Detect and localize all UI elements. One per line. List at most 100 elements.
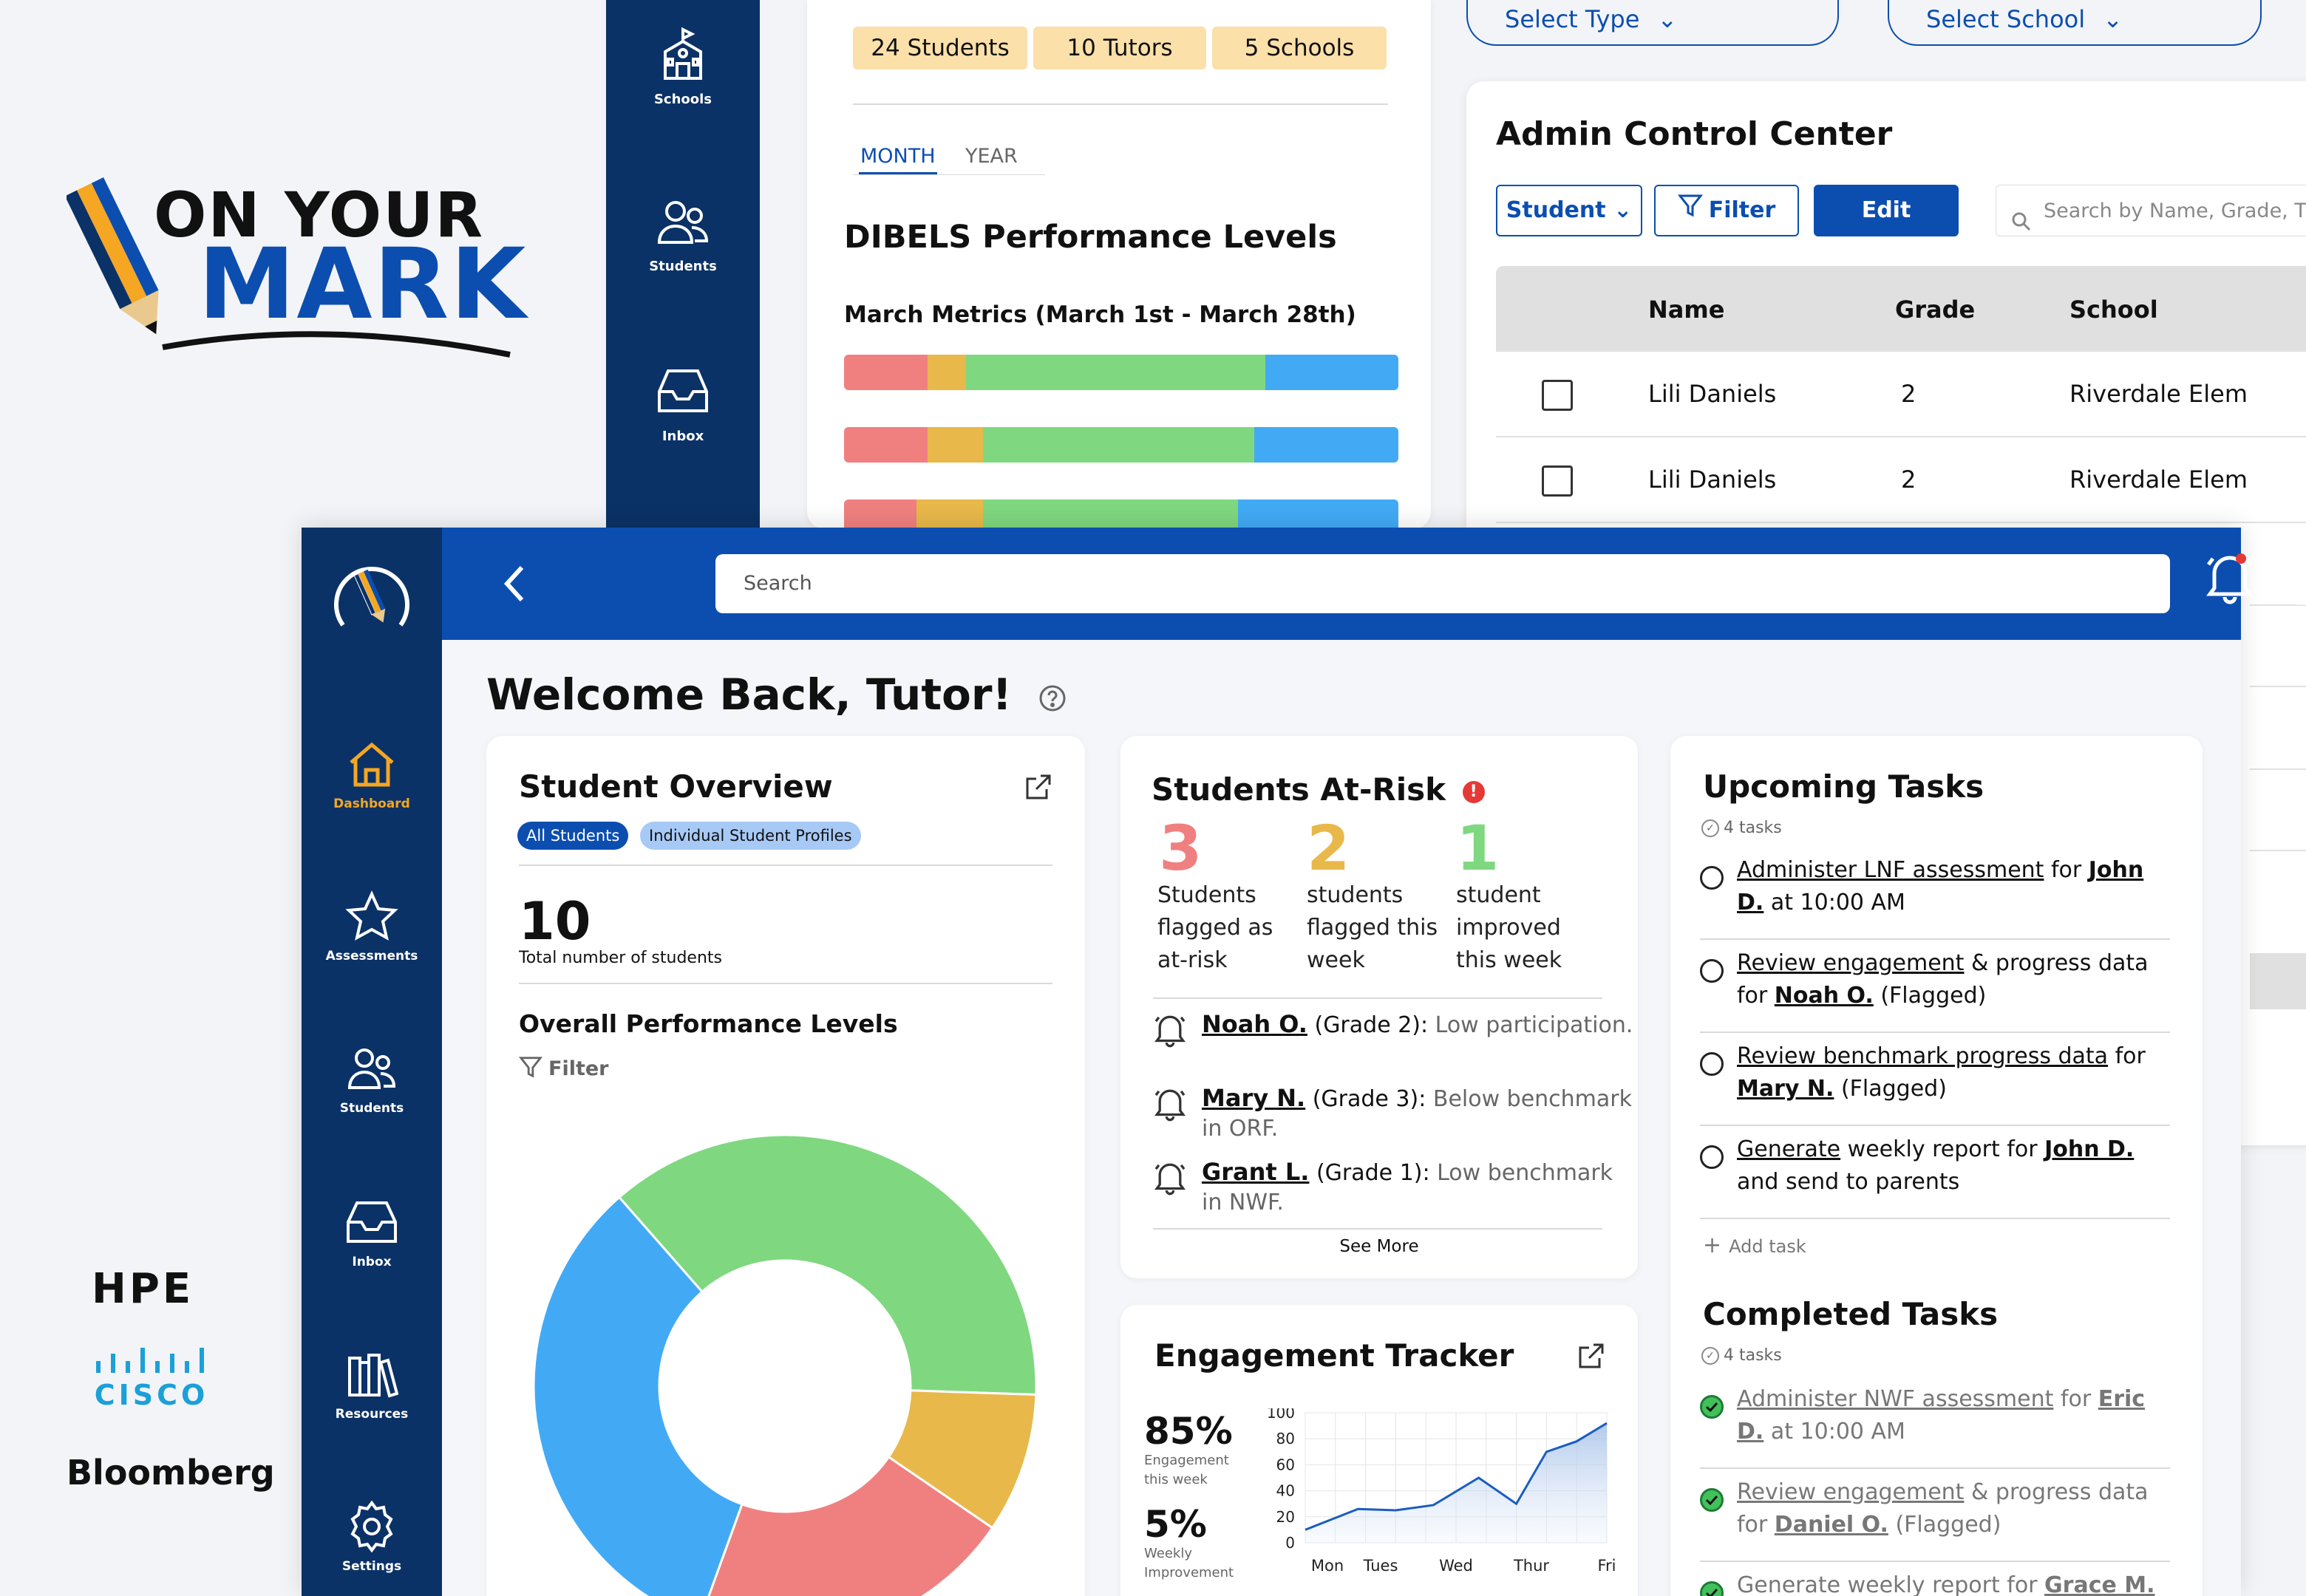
student-dropdown-button[interactable]: Student ⌄ xyxy=(1496,185,1642,236)
check-circle-icon: ✓ xyxy=(1701,1347,1719,1365)
tag-individual-profiles[interactable]: Individual Student Profiles xyxy=(640,822,861,850)
task-item[interactable]: Generate weekly report for John D. and s… xyxy=(1700,1133,2173,1198)
school-icon xyxy=(655,27,711,83)
home-icon xyxy=(345,737,398,791)
bell-icon xyxy=(1153,1011,1187,1049)
tag-all-students[interactable]: All Students xyxy=(517,822,629,850)
chevron-down-icon: ⌄ xyxy=(2103,5,2123,33)
improvement-value: 5% xyxy=(1144,1503,1207,1546)
upcoming-title: Upcoming Tasks xyxy=(1703,768,1984,805)
engagement-card: Engagement Tracker 85% Engagement this w… xyxy=(1120,1305,1638,1596)
x-tick-label: Wed xyxy=(1439,1557,1473,1575)
dibels-bar-segment-red xyxy=(844,427,928,463)
alert-item[interactable]: Grant L. (Grade 1): Low benchmark in NWF… xyxy=(1153,1157,1633,1218)
completed-task-item[interactable]: Generate weekly report for Grace M. xyxy=(1700,1569,2173,1596)
filter-button[interactable]: Filter xyxy=(518,1055,609,1084)
task-item[interactable]: Review engagement & progress data for No… xyxy=(1700,947,2173,1012)
flagged-week-count: 2 xyxy=(1307,812,1350,884)
table-row[interactable]: Lili Daniels 2 Riverdale Elem xyxy=(1496,437,2306,523)
profile-icon[interactable] xyxy=(2296,550,2306,609)
bg-nav-schools[interactable]: Schools xyxy=(606,27,760,107)
tab-month[interactable]: MONTH xyxy=(859,145,937,174)
dibels-bar-segment-yellow xyxy=(927,427,983,463)
sidebar-item-settings[interactable]: Settings xyxy=(302,1500,442,1574)
task-item[interactable]: Review benchmark progress data for Mary … xyxy=(1700,1040,2173,1105)
sidebar-item-dashboard[interactable]: Dashboard xyxy=(302,737,442,811)
sidebar-item-inbox[interactable]: Inbox xyxy=(302,1196,442,1269)
brand-logo: ON YOUR MARK xyxy=(64,170,528,362)
alert-item[interactable]: Mary N. (Grade 3): Below benchmark in OR… xyxy=(1153,1083,1633,1144)
task-item[interactable]: Administer LNF assessment for John D. at… xyxy=(1700,854,2173,919)
welcome-heading: Welcome Back, Tutor! xyxy=(486,669,1067,723)
inbox-icon xyxy=(345,1196,398,1249)
sidebar-item-students[interactable]: Students xyxy=(302,1042,442,1116)
task-checkbox[interactable] xyxy=(1700,1145,1724,1169)
dibels-bar-segment-blue xyxy=(1265,355,1398,390)
engagement-area-chart: 100 80 60 40 20 0 Mon Tues Wed Thur Fri xyxy=(1267,1408,1616,1575)
select-type-dropdown[interactable]: Select Type ⌄ xyxy=(1466,0,1839,46)
sidebar-item-resources[interactable]: Resources xyxy=(302,1348,442,1422)
task-checkbox[interactable] xyxy=(1700,959,1724,983)
partner-bloomberg: Bloomberg xyxy=(67,1453,275,1493)
check-circle-icon[interactable] xyxy=(1700,1488,1724,1512)
bg-nav-inbox[interactable]: Inbox xyxy=(606,364,760,444)
dibels-title: DIBELS Performance Levels xyxy=(844,219,1337,256)
pencil-logo-icon xyxy=(64,177,511,358)
tab-year[interactable]: YEAR xyxy=(965,145,1018,168)
engagement-title: Engagement Tracker xyxy=(1154,1337,1514,1374)
bg-sidebar: Schools Students Inbox xyxy=(606,0,760,529)
total-students-value: 10 xyxy=(519,891,591,952)
chevron-down-icon: ⌄ xyxy=(1657,5,1678,33)
task-checkbox[interactable] xyxy=(1700,1052,1724,1076)
tasks-card: Upcoming Tasks ✓ 4 tasks Administer LNF a… xyxy=(1670,736,2203,1596)
gear-icon xyxy=(345,1500,398,1553)
student-overview-card: Student Overview All Students Individual… xyxy=(486,736,1085,1596)
check-circle-icon[interactable] xyxy=(1700,1395,1724,1419)
users-icon xyxy=(345,1042,398,1095)
students-pill: 24 Students xyxy=(853,27,1027,69)
edit-button[interactable]: Edit xyxy=(1814,185,1959,236)
row-checkbox[interactable] xyxy=(1542,466,1573,497)
completed-task-item[interactable]: Administer NWF assessment for Eric D. at… xyxy=(1700,1383,2173,1448)
dibels-bar-segment-yellow xyxy=(927,355,966,390)
completed-task-list: Administer NWF assessment for Eric D. at… xyxy=(1670,736,2203,1596)
y-tick-label: 60 xyxy=(1276,1456,1295,1473)
x-tick-label: Tues xyxy=(1363,1557,1398,1575)
row-checkbox[interactable] xyxy=(1542,380,1573,411)
dibels-bar xyxy=(844,355,1398,390)
help-icon[interactable] xyxy=(1038,672,1067,723)
search-input[interactable]: Search xyxy=(715,554,2170,613)
bg-nav-students[interactable]: Students xyxy=(606,194,760,274)
admin-search-input[interactable]: Search by Name, Grade, T xyxy=(1996,185,2306,236)
select-school-dropdown[interactable]: Select School ⌄ xyxy=(1888,0,2262,46)
y-tick-label: 20 xyxy=(1276,1508,1295,1526)
alert-item[interactable]: Noah O. (Grade 2): Low participation. xyxy=(1153,1009,1633,1048)
improved-count: 1 xyxy=(1456,812,1500,884)
performance-donut-chart xyxy=(534,1135,1036,1596)
dibels-card: 24 Students 10 Tutors 5 Schools MONTH YE… xyxy=(807,0,1431,535)
y-tick-label: 100 xyxy=(1267,1408,1295,1422)
bell-icon[interactable] xyxy=(2204,550,2256,609)
table-row[interactable]: Lili Daniels 2 Riverdale Elem xyxy=(1496,352,2306,437)
engagement-label: Engagement this week xyxy=(1144,1453,1229,1487)
task-checkbox[interactable] xyxy=(1700,866,1724,890)
logo-line1: ON YOUR xyxy=(154,179,485,251)
star-icon xyxy=(345,890,398,943)
x-tick-label: Thur xyxy=(1513,1557,1549,1575)
at-risk-count: 3 xyxy=(1159,812,1203,884)
overview-title: Student Overview xyxy=(519,768,833,805)
filter-button[interactable]: Filter xyxy=(1654,185,1799,236)
logo-line2: MARK xyxy=(198,228,528,341)
dibels-bar-segment-red xyxy=(844,355,928,390)
see-more-link[interactable]: See More xyxy=(1339,1237,1419,1256)
check-circle-icon[interactable] xyxy=(1700,1581,1724,1596)
app-logo xyxy=(327,554,417,644)
external-link-icon[interactable] xyxy=(1577,1342,1605,1373)
dibels-bar-segment-blue xyxy=(1254,427,1398,463)
back-chevron-icon[interactable] xyxy=(500,563,529,607)
add-task-button[interactable]: + Add task xyxy=(1703,1232,1806,1258)
completed-task-item[interactable]: Review engagement & progress data for Da… xyxy=(1700,1476,2173,1541)
top-bar: Search xyxy=(442,528,2306,640)
external-link-icon[interactable] xyxy=(1024,773,1052,804)
sidebar-item-assessments[interactable]: Assessments xyxy=(302,890,442,964)
